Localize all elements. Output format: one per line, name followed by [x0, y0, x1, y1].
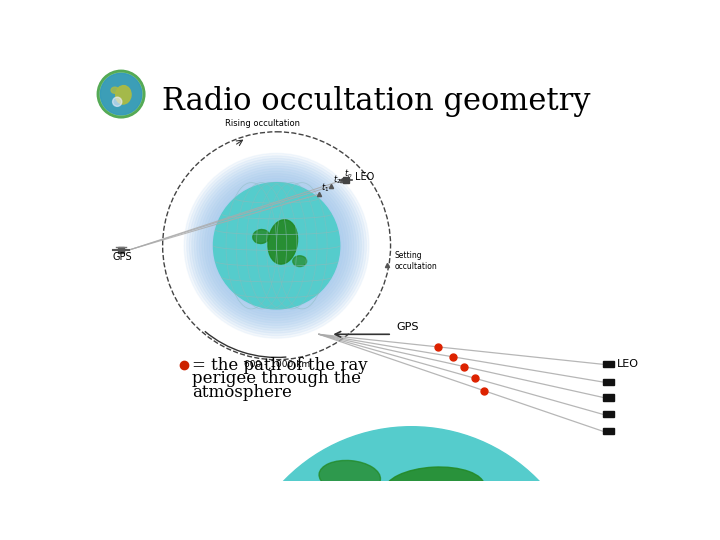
Text: LEO: LEO — [355, 172, 374, 183]
Circle shape — [202, 171, 351, 321]
Circle shape — [192, 161, 361, 330]
Circle shape — [212, 181, 341, 310]
Text: atmosphere: atmosphere — [192, 384, 292, 401]
Bar — [603, 411, 614, 417]
Circle shape — [184, 153, 369, 338]
Circle shape — [234, 427, 588, 540]
Text: $t_1$: $t_1$ — [321, 181, 330, 194]
Ellipse shape — [319, 461, 380, 493]
Bar — [603, 379, 614, 385]
Text: GPS: GPS — [113, 252, 132, 262]
Bar — [603, 428, 614, 434]
Ellipse shape — [384, 467, 485, 510]
Circle shape — [186, 156, 366, 336]
Text: LEO: LEO — [617, 359, 639, 369]
Ellipse shape — [111, 87, 119, 93]
Circle shape — [194, 164, 359, 328]
Circle shape — [112, 97, 122, 106]
Text: Setting
occultation: Setting occultation — [395, 252, 437, 271]
Circle shape — [100, 73, 142, 115]
Bar — [603, 361, 614, 367]
Text: 600 - 1000 km: 600 - 1000 km — [243, 360, 310, 369]
Circle shape — [204, 173, 349, 318]
Bar — [603, 394, 614, 401]
Circle shape — [197, 166, 356, 326]
Text: = the path of the ray: = the path of the ray — [192, 356, 367, 374]
Circle shape — [210, 179, 344, 313]
Text: GPS: GPS — [396, 322, 418, 332]
Ellipse shape — [268, 220, 297, 264]
Circle shape — [199, 168, 354, 323]
Text: Rising occultation: Rising occultation — [225, 119, 300, 127]
Circle shape — [98, 71, 144, 117]
Ellipse shape — [293, 256, 307, 267]
Ellipse shape — [253, 230, 269, 244]
Circle shape — [189, 158, 364, 333]
Text: perigee through the: perigee through the — [192, 370, 361, 388]
Text: $t_2$: $t_2$ — [333, 174, 341, 186]
Circle shape — [207, 176, 346, 315]
Text: $t_n$: $t_n$ — [344, 167, 353, 180]
Ellipse shape — [116, 86, 131, 104]
Text: Radio occultation geometry: Radio occultation geometry — [163, 86, 591, 117]
Circle shape — [213, 183, 340, 309]
